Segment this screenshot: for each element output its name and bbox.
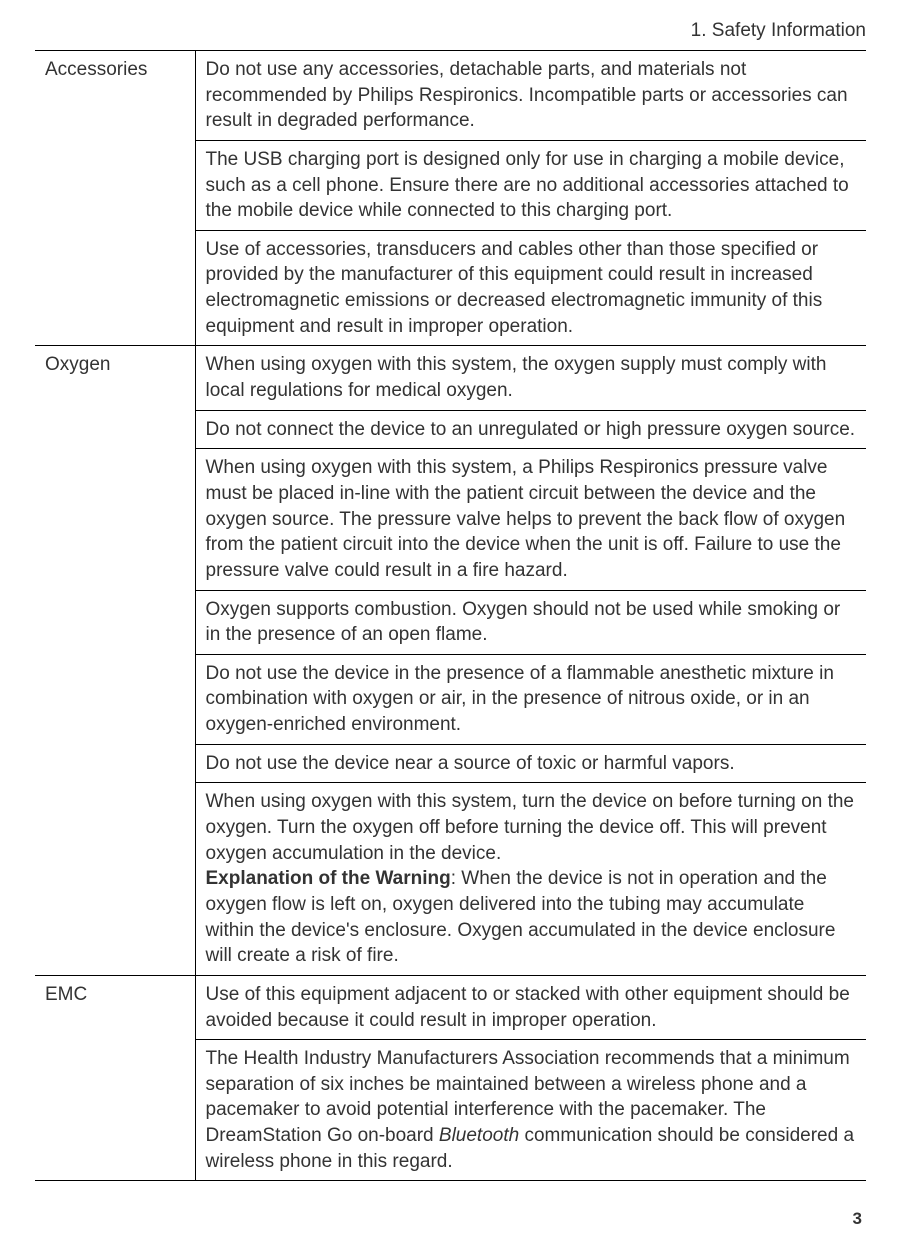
category-cell: Accessories: [35, 51, 195, 346]
category-cell: Oxygen: [35, 346, 195, 975]
safety-information-table: AccessoriesDo not use any accessories, d…: [35, 50, 866, 1181]
warning-cell: Use of accessories, transducers and cabl…: [195, 230, 866, 346]
section-header: 1. Safety Information: [35, 20, 866, 42]
page-container: 1. Safety Information AccessoriesDo not …: [0, 0, 901, 1249]
page-number: 3: [35, 1209, 866, 1229]
table-row: AccessoriesDo not use any accessories, d…: [35, 51, 866, 141]
warning-text: Bluetooth: [439, 1125, 519, 1146]
table-row: EMCUse of this equipment adjacent to or …: [35, 975, 866, 1039]
warning-cell: Do not connect the device to an unregula…: [195, 410, 866, 449]
warning-cell: Do not use any accessories, detachable p…: [195, 51, 866, 141]
warning-cell: Oxygen supports combustion. Oxygen shoul…: [195, 590, 866, 654]
warning-cell: When using oxygen with this system, the …: [195, 346, 866, 410]
warning-cell: The Health Industry Manufacturers Associ…: [195, 1040, 866, 1181]
warning-cell: The USB charging port is designed only f…: [195, 140, 866, 230]
table-row: OxygenWhen using oxygen with this system…: [35, 346, 866, 410]
warning-text: When using oxygen with this system, turn…: [206, 791, 854, 863]
warning-text: Explanation of the Warning: [206, 868, 451, 889]
category-cell: EMC: [35, 975, 195, 1180]
warning-cell: Use of this equipment adjacent to or sta…: [195, 975, 866, 1039]
warning-cell: Do not use the device in the presence of…: [195, 654, 866, 744]
warning-cell: When using oxygen with this system, turn…: [195, 783, 866, 975]
warning-cell: Do not use the device near a source of t…: [195, 744, 866, 783]
warning-cell: When using oxygen with this system, a Ph…: [195, 449, 866, 590]
